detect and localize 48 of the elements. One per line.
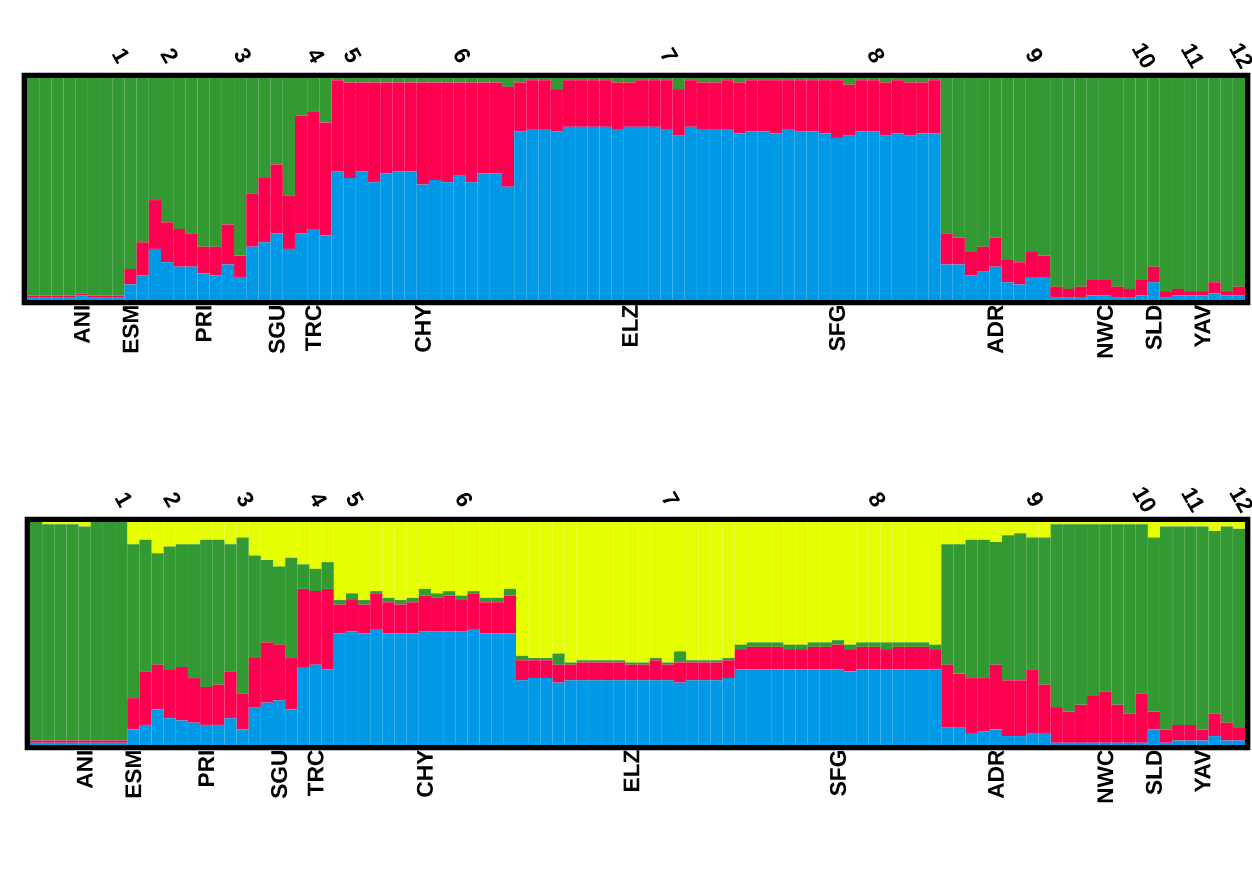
x-tick-label: TRC (305, 305, 322, 352)
x-tick-label: SFG (829, 751, 847, 796)
x-tick-label: TRC (307, 750, 324, 797)
text: 11 (1180, 43, 1204, 70)
x-tick-label: ANI (74, 306, 90, 344)
text: 11 (1181, 487, 1204, 514)
x-tick-label: ESM (125, 751, 142, 798)
text: 5 (344, 47, 362, 63)
text: 10 (1132, 487, 1156, 512)
x-tick-label: PRI (195, 306, 212, 341)
text: 5 (346, 491, 365, 507)
text: 3 (234, 48, 251, 63)
x-tick-label: YAV (1194, 304, 1211, 348)
text: 12 (1229, 43, 1252, 70)
x-tick-label: ESM (122, 306, 139, 353)
x-tick-label: NWC (1097, 750, 1114, 803)
text: 4 (311, 495, 328, 507)
text: 1 (111, 48, 129, 65)
text: 2 (162, 492, 181, 508)
x-tick-label: CHY (416, 750, 433, 797)
text: 9 (1026, 48, 1043, 62)
text: 12 (1229, 487, 1252, 514)
x-tick-label: SLD (1145, 750, 1162, 795)
text: 1 (114, 492, 132, 509)
x-tick-label: PRI (198, 751, 214, 786)
x-tick-label: ELZ (623, 750, 640, 791)
text: 8 (869, 492, 886, 507)
text: 3 (237, 492, 254, 507)
text: 6 (456, 492, 473, 507)
x-tick-label: SGU (271, 751, 288, 799)
x-tick-label: ADR (987, 305, 1004, 354)
text: 10 (1131, 43, 1156, 68)
x-tick-label: CHY (414, 305, 431, 352)
x-tick-label: NWC (1096, 305, 1113, 358)
text: 9 (1027, 492, 1043, 506)
x-tick-label: YAV (1194, 749, 1211, 793)
x-tick-label: ADR (988, 750, 1004, 799)
text: 7 (660, 46, 679, 60)
text: 2 (160, 48, 178, 64)
x-tick-label: ELZ (622, 305, 638, 346)
x-tick-label: SLD (1145, 305, 1162, 350)
x-tick-label: SGU (268, 306, 285, 354)
text: 7 (662, 490, 681, 504)
x-tick-label: ANI (76, 751, 93, 789)
text: 4 (308, 51, 325, 63)
text: 6 (454, 48, 471, 63)
x-tick-label: SFG (828, 306, 846, 351)
text: 8 (868, 48, 885, 63)
